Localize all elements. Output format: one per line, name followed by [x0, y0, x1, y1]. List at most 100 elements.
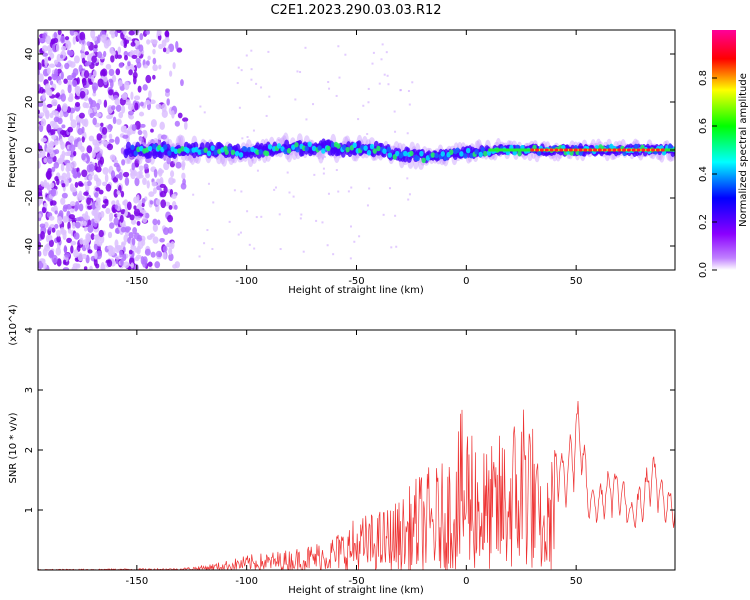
noise-speck [53, 37, 59, 44]
noise-speck [233, 189, 236, 192]
noise-speck [130, 219, 137, 225]
noise-speck [107, 124, 113, 130]
noise-speck [78, 112, 85, 119]
noise-speck [152, 39, 157, 48]
noise-speck [88, 163, 95, 172]
noise-speck [347, 190, 350, 193]
noise-speck [83, 181, 88, 187]
noise-speck [58, 175, 65, 181]
spectrogram-y-ticks: -40 -20 0 20 40 [24, 48, 675, 254]
colorbar-tick-label: 0.2 [698, 214, 709, 230]
noise-speck [167, 214, 174, 223]
noise-speck [67, 84, 72, 94]
noise-speck [184, 121, 188, 130]
noise-speck [106, 114, 113, 120]
noise-speck [154, 261, 161, 269]
noise-speck [76, 77, 80, 85]
band-peak-dot [631, 148, 636, 152]
noise-speck [109, 222, 115, 229]
band-blob [480, 146, 485, 153]
noise-speck [51, 227, 56, 233]
noise-speck [38, 69, 41, 76]
band-peak-dot [622, 148, 627, 152]
band-blob [185, 147, 190, 154]
y-tick-label: 1 [24, 507, 35, 513]
noise-speck [312, 103, 315, 106]
noise-speck [92, 149, 96, 159]
noise-speck [387, 83, 390, 86]
noise-speck [101, 126, 108, 135]
band-peak-dot [602, 148, 607, 152]
colorbar-tick-label: 0.0 [698, 262, 709, 278]
noise-speck [96, 133, 102, 141]
noise-speck [56, 258, 62, 267]
noise-speck [273, 188, 276, 191]
y-tick-label: -40 [24, 238, 35, 254]
noise-speck [105, 183, 112, 192]
x-tick-label: -50 [348, 576, 364, 587]
noise-speck [53, 140, 59, 146]
noise-speck [134, 177, 140, 187]
noise-speck [93, 257, 98, 267]
noise-speck [353, 240, 356, 243]
band-peak-dot [607, 148, 612, 152]
noise-speck [39, 37, 46, 44]
noise-speck [182, 178, 186, 186]
noise-speck [168, 253, 174, 262]
noise-speck [120, 125, 127, 133]
noise-speck [81, 136, 85, 143]
noise-speck [299, 71, 302, 74]
noise-speck [395, 245, 398, 248]
noise-speck [114, 136, 120, 145]
noise-speck [411, 81, 414, 84]
noise-speck [78, 190, 83, 199]
noise-speck [131, 162, 136, 171]
noise-speck [81, 77, 87, 86]
noise-speck [100, 261, 105, 270]
noise-speck [268, 95, 271, 98]
noise-speck [41, 207, 47, 214]
snr-x-label: Height of straight line (km) [288, 585, 424, 596]
noise-speck [66, 150, 72, 157]
noise-speck [260, 86, 263, 89]
noise-speck [120, 226, 127, 233]
band-blob [203, 147, 208, 153]
noise-speck [162, 227, 170, 236]
band-blob [415, 155, 420, 162]
noise-speck [135, 57, 141, 64]
noise-speck [357, 118, 360, 121]
noise-speck [94, 191, 99, 198]
noise-speck [110, 170, 116, 179]
noise-speck [41, 59, 45, 67]
noise-speck [139, 33, 144, 41]
x-tick-label: 0 [463, 576, 469, 587]
noise-speck [77, 140, 83, 150]
noise-speck [95, 166, 102, 173]
noise-speck [123, 261, 130, 269]
y-tick-label: 4 [24, 327, 35, 333]
noise-speck [115, 245, 122, 250]
noise-speck [48, 91, 53, 97]
noise-speck [126, 201, 132, 211]
noise-speck [91, 55, 97, 63]
noise-speck [61, 183, 66, 188]
noise-speck [132, 227, 137, 235]
noise-speck [71, 265, 78, 270]
noise-speck [84, 240, 90, 249]
noise-speck [63, 245, 67, 254]
band-blob [395, 150, 400, 157]
band-blob [255, 149, 260, 155]
band-peak-dot [578, 148, 583, 152]
noise-speck [46, 146, 50, 153]
noise-speck [133, 95, 141, 101]
noise-speck [147, 261, 153, 267]
spectrogram-x-ticks: -150 -100 -50 0 50 [125, 30, 583, 287]
noise-speck [69, 144, 76, 152]
noise-speck [120, 258, 124, 267]
band-peak-dot [646, 148, 651, 152]
noise-speck [92, 70, 97, 77]
noise-speck [83, 226, 88, 232]
noise-speck [286, 171, 289, 174]
noise-speck [81, 152, 86, 161]
noise-speck [337, 190, 340, 193]
